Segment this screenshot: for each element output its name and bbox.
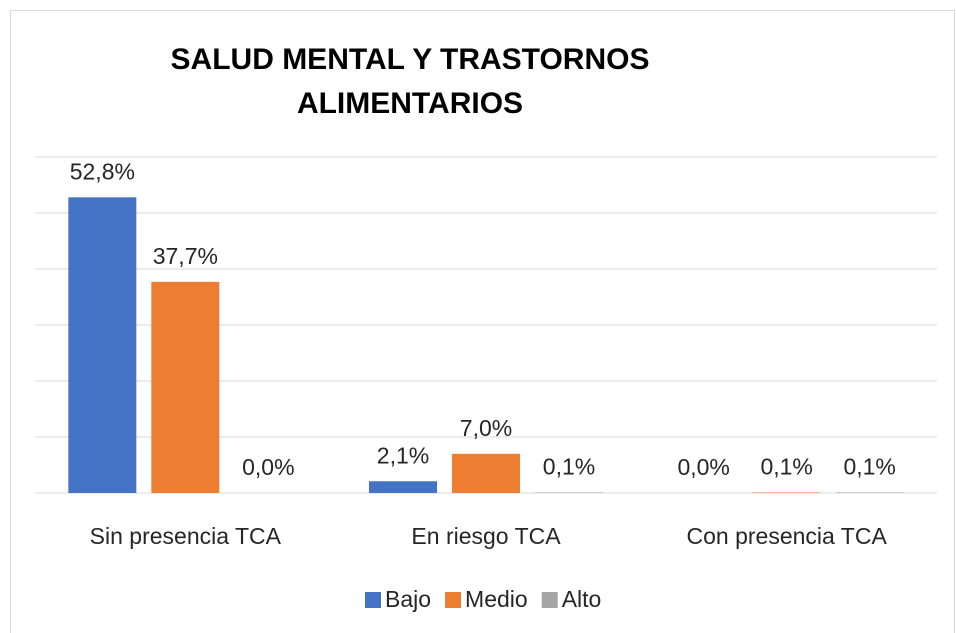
x-tick-label: Con presencia TCA bbox=[687, 523, 888, 549]
data-label: 37,7% bbox=[153, 243, 218, 269]
data-label: 52,8% bbox=[70, 158, 135, 184]
data-label: 0,0% bbox=[242, 454, 294, 480]
legend-swatch bbox=[365, 592, 381, 608]
data-label: 2,1% bbox=[377, 442, 429, 468]
bar bbox=[68, 197, 137, 493]
legend-label: Medio bbox=[465, 586, 528, 612]
bar bbox=[835, 492, 904, 493]
x-tick-label: En riesgo TCA bbox=[411, 523, 561, 549]
legend-label: Alto bbox=[562, 586, 602, 612]
data-label: 0,1% bbox=[843, 454, 895, 480]
chart-border bbox=[10, 10, 955, 633]
bar bbox=[151, 281, 220, 493]
bar bbox=[752, 492, 821, 493]
legend-swatch bbox=[541, 592, 558, 608]
legend-label: Bajo bbox=[385, 586, 431, 612]
bar bbox=[369, 481, 437, 493]
data-label: 7,0% bbox=[460, 415, 512, 441]
legend-swatch bbox=[445, 592, 462, 608]
chart-title: SALUD MENTAL Y TRASTORNOS ALIMENTARIOS bbox=[170, 43, 650, 120]
data-label: 0,0% bbox=[677, 454, 729, 480]
x-tick-label: Sin presencia TCA bbox=[90, 523, 282, 549]
data-label: 0,1% bbox=[760, 454, 812, 480]
bar bbox=[452, 453, 520, 493]
data-label: 0,1% bbox=[543, 454, 595, 480]
bar bbox=[535, 492, 603, 493]
